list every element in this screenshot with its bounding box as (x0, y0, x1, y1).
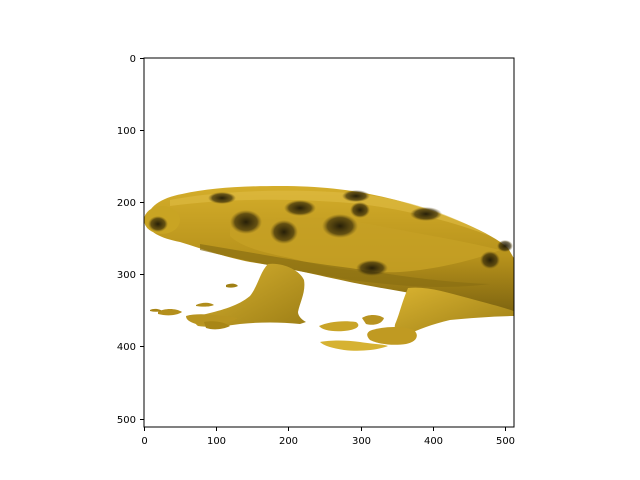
spot (356, 260, 388, 276)
spot (270, 220, 298, 244)
fragment (319, 321, 359, 332)
spot (342, 190, 370, 202)
fragment (158, 309, 182, 316)
y-tick-label: 400 (117, 342, 136, 353)
front-foot (186, 314, 238, 325)
hind-foot (367, 327, 417, 345)
y-tick-label: 200 (117, 198, 136, 209)
spot (480, 251, 500, 269)
axes-frame (143, 57, 515, 428)
hind-leg (394, 287, 514, 335)
x-tick-label: 400 (424, 436, 443, 447)
front-toe (204, 321, 230, 330)
spot (208, 192, 236, 204)
y-axis: 0 100 200 300 400 500 (117, 54, 144, 426)
spot (148, 216, 168, 232)
y-tick-label: 100 (117, 126, 136, 137)
x-tick-label: 500 (496, 436, 515, 447)
x-tick-label: 200 (279, 436, 298, 447)
y-tick-label: 500 (117, 415, 136, 426)
fragment (320, 340, 388, 351)
y-tick-label: 300 (117, 270, 136, 281)
spot (322, 214, 358, 238)
fragment (150, 308, 162, 312)
front-leg (195, 263, 306, 327)
spot (497, 240, 513, 252)
y-tick-label: 0 (130, 54, 136, 65)
fragment (226, 283, 238, 288)
fragment (196, 302, 214, 307)
x-tick-label: 0 (141, 436, 147, 447)
spot (284, 200, 316, 216)
volume-render-image (144, 186, 514, 351)
side-ridge (200, 244, 490, 287)
x-tick-label: 100 (207, 436, 226, 447)
spot (410, 207, 442, 221)
x-tick-label: 300 (352, 436, 371, 447)
fragment (362, 315, 384, 325)
x-axis: 0 100 200 300 400 500 (141, 427, 515, 447)
spot (350, 202, 370, 218)
spot (230, 210, 262, 234)
